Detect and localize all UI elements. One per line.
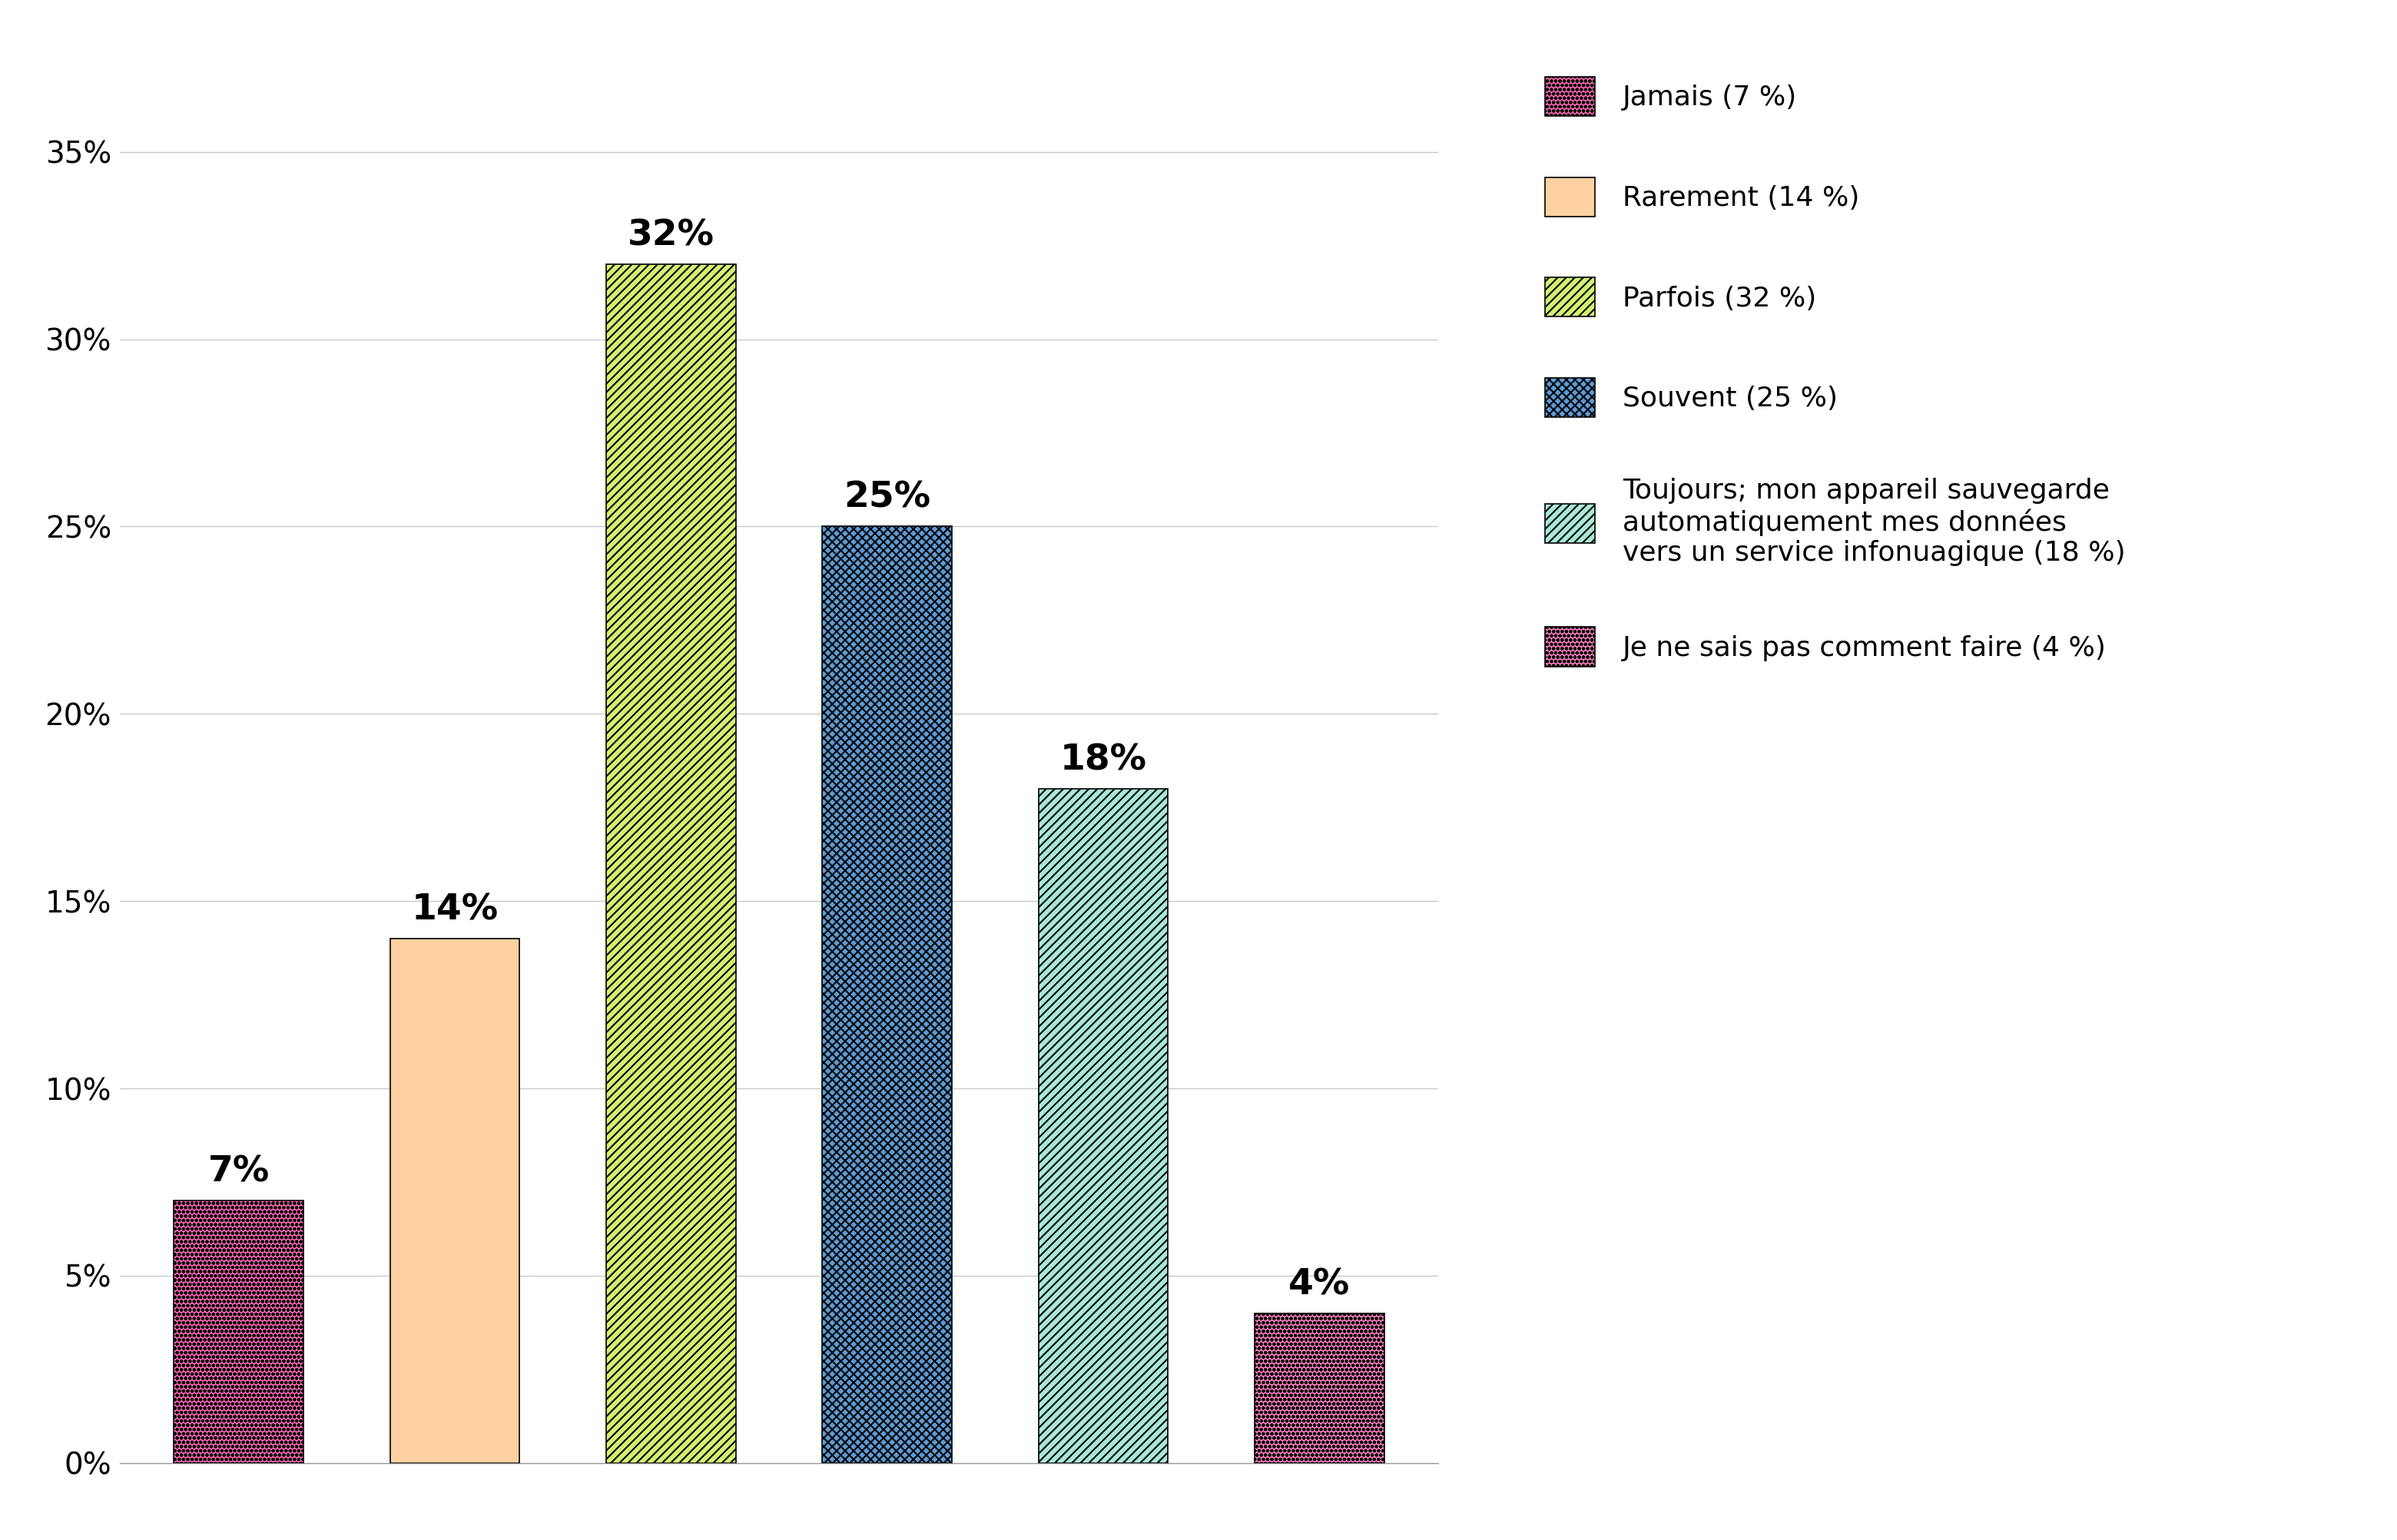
Bar (606, 265, 736, 1463)
Text: 14%: 14% (412, 893, 499, 927)
Text: 32%: 32% (628, 219, 714, 253)
Text: 18%: 18% (1059, 742, 1146, 778)
Text: 25%: 25% (844, 480, 930, 516)
Legend: Jamais (7 %), Rarement (14 %), Parfois (32 %), Souvent (25 %), Toujours; mon app: Jamais (7 %), Rarement (14 %), Parfois (… (1532, 63, 2141, 681)
Bar (175, 1201, 304, 1463)
Bar (1254, 1314, 1383, 1463)
Bar (391, 938, 520, 1463)
Text: 7%: 7% (209, 1155, 268, 1189)
Text: 4%: 4% (1290, 1267, 1350, 1301)
Bar (1038, 788, 1167, 1463)
Bar (822, 527, 952, 1463)
